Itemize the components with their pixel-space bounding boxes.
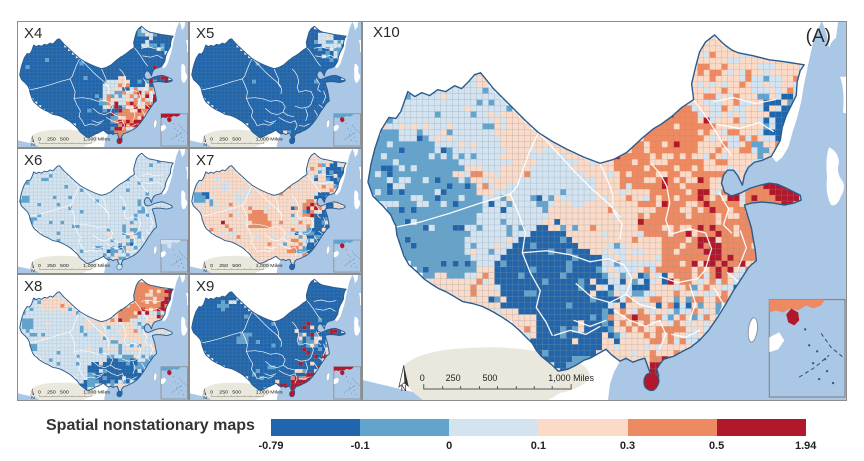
svg-text:0: 0 xyxy=(38,390,41,396)
svg-text:250: 250 xyxy=(47,390,56,396)
svg-text:1,000 Miles: 1,000 Miles xyxy=(83,137,110,143)
svg-text:1,000 Miles: 1,000 Miles xyxy=(256,263,283,269)
svg-text:N: N xyxy=(401,384,407,393)
svg-text:N: N xyxy=(31,268,35,273)
svg-text:500: 500 xyxy=(232,137,241,143)
svg-text:0: 0 xyxy=(38,263,41,269)
svg-text:1,000 Miles: 1,000 Miles xyxy=(83,390,110,396)
svg-text:500: 500 xyxy=(60,263,69,269)
svg-text:N: N xyxy=(203,142,207,147)
svg-text:500: 500 xyxy=(232,390,241,396)
svg-text:0: 0 xyxy=(420,373,425,383)
svg-text:250: 250 xyxy=(219,390,228,396)
svg-text:1,000 Miles: 1,000 Miles xyxy=(256,390,283,396)
svg-text:250: 250 xyxy=(47,137,56,143)
svg-text:1,000 Miles: 1,000 Miles xyxy=(256,137,283,143)
svg-text:500: 500 xyxy=(483,373,498,383)
svg-text:500: 500 xyxy=(60,390,69,396)
svg-text:0: 0 xyxy=(210,137,213,143)
svg-text:0: 0 xyxy=(210,263,213,269)
svg-text:N: N xyxy=(203,268,207,273)
svg-text:1,000 Miles: 1,000 Miles xyxy=(548,373,594,383)
svg-text:250: 250 xyxy=(219,137,228,143)
svg-text:250: 250 xyxy=(446,373,461,383)
svg-text:N: N xyxy=(31,142,35,147)
svg-text:500: 500 xyxy=(232,263,241,269)
svg-text:500: 500 xyxy=(60,137,69,143)
svg-text:0: 0 xyxy=(210,390,213,396)
svg-text:250: 250 xyxy=(47,263,56,269)
svg-text:N: N xyxy=(203,395,207,400)
svg-text:1,000 Miles: 1,000 Miles xyxy=(83,263,110,269)
svg-text:0: 0 xyxy=(38,137,41,143)
svg-text:N: N xyxy=(31,395,35,400)
svg-text:250: 250 xyxy=(219,263,228,269)
